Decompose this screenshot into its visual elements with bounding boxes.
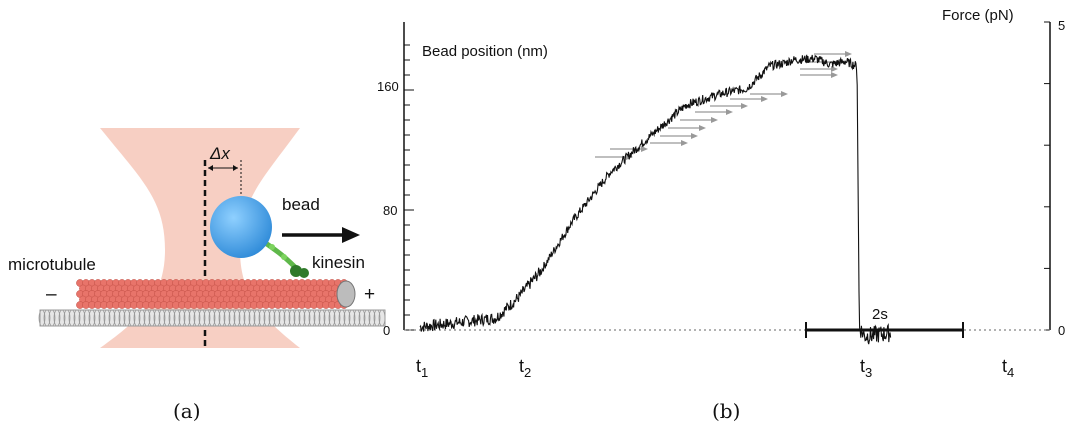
surface-coil: [38, 309, 386, 327]
y-tick-label-0: 0: [383, 323, 390, 338]
minus-end-label: –: [46, 284, 57, 305]
y-axis-right-ticks: [1044, 21, 1050, 331]
delta-x-arrow: [208, 165, 238, 171]
motion-arrow: [282, 227, 360, 243]
y2-tick-label-5: 5: [1058, 18, 1065, 33]
bead-label: bead: [282, 195, 320, 214]
panel-b-caption: (b): [712, 399, 740, 423]
microtubule: [76, 279, 356, 309]
scale-bar: [805, 322, 964, 338]
bead-trace: [419, 54, 892, 345]
y2-axis-label: Force (pN): [942, 7, 1014, 24]
panel-a-caption: (a): [173, 399, 201, 423]
scale-bar-label: 2s: [872, 306, 888, 323]
y2-tick-label-0: 0: [1058, 323, 1065, 338]
plus-end-label: +: [364, 284, 375, 305]
time-marker-t3: t3: [860, 356, 872, 380]
delta-x-label: Δx: [209, 144, 230, 163]
y-axis-left-ticks: [404, 44, 414, 331]
y-axis-label: Bead position (nm): [422, 43, 548, 60]
time-marker-t4: t4: [1002, 356, 1014, 380]
bead-sphere: [210, 196, 272, 258]
y-tick-label-160: 160: [377, 79, 399, 94]
time-marker-t2: t2: [519, 356, 531, 380]
step-arrows: [595, 51, 852, 160]
optical-trap-beam: [100, 128, 300, 348]
kinesin-label: kinesin: [312, 253, 365, 272]
microtubule-label: microtubule: [8, 255, 96, 274]
y-tick-label-80: 80: [383, 203, 397, 218]
panel-a-schematic: Δx bead kinesin microtubule – + (a): [8, 128, 386, 423]
panel-b-chart: Bead position (nm) 0 80 160 Force (pN) 5…: [377, 7, 1065, 423]
time-marker-t1: t1: [416, 356, 428, 380]
